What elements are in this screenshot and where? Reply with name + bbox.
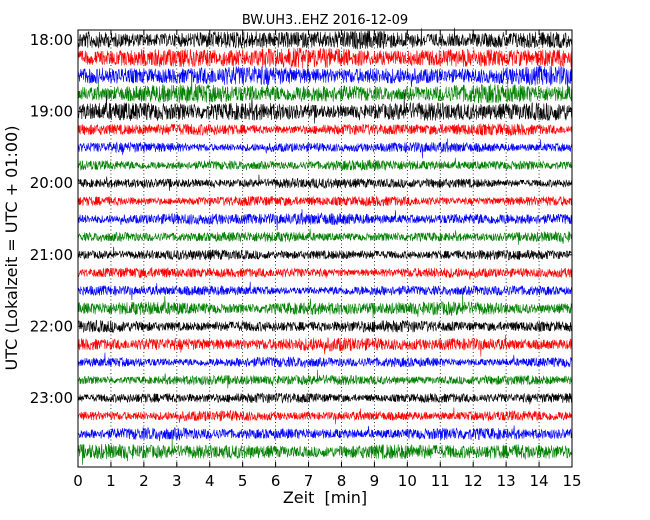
trace-2330: [77, 425, 573, 442]
trace-2145: [77, 294, 573, 319]
chart-title: BW.UH3..EHZ 2016-12-09: [242, 13, 408, 28]
trace-2130: [77, 281, 573, 300]
y-tick-label-0: 18:00: [30, 31, 73, 49]
y-tick-label-1: 19:00: [30, 103, 73, 121]
trace-2015: [77, 195, 573, 207]
trace-2315: [77, 407, 573, 425]
x-tick-label-10: 10: [398, 472, 417, 490]
trace-2030: [77, 209, 573, 231]
x-tick-label-13: 13: [497, 472, 516, 490]
trace-2045: [77, 228, 573, 245]
x-tick-label-8: 8: [337, 472, 347, 490]
trace-2230: [77, 352, 573, 368]
x-tick-label-0: 0: [73, 472, 83, 490]
x-tick-label-11: 11: [431, 472, 450, 490]
x-tick-label-14: 14: [530, 472, 549, 490]
trace-1800: [77, 27, 573, 50]
trace-1845: [77, 73, 573, 104]
trace-1830: [77, 65, 573, 96]
x-tick-label-2: 2: [139, 472, 149, 490]
x-tick-label-7: 7: [304, 472, 314, 490]
trace-2245: [77, 369, 573, 389]
trace-2000: [77, 174, 573, 191]
y-tick-label-5: 23:00: [30, 389, 73, 407]
x-tick-label-12: 12: [464, 472, 483, 490]
x-axis-ticks: 0 1 2 3 4 5 6 7 8 9 10 11 12 13 14 15: [73, 30, 582, 490]
trace-2345: [77, 438, 573, 465]
y-tick-label-4: 22:00: [30, 317, 73, 335]
trace-2215: [77, 334, 573, 357]
trace-1930: [77, 138, 573, 159]
y-axis-ticks: 18:00 19:00 20:00 21:00 22:00 23:00: [30, 31, 572, 407]
x-tick-label-9: 9: [370, 472, 380, 490]
trace-2115: [77, 267, 573, 280]
plot-frame: [77, 29, 573, 468]
x-tick-label-4: 4: [205, 472, 215, 490]
y-axis-label: UTC (Lokalzeit = UTC + 01:00): [2, 126, 21, 371]
x-tick-label-3: 3: [172, 472, 182, 490]
trace-group: [77, 27, 573, 465]
trace-1900: [77, 93, 573, 124]
x-tick-label-1: 1: [106, 472, 116, 490]
x-tick-label-6: 6: [271, 472, 281, 490]
y-tick-label-3: 21:00: [30, 246, 73, 264]
y-tick-label-2: 20:00: [30, 174, 73, 192]
trace-1945: [77, 157, 573, 172]
trace-2100: [77, 246, 573, 261]
x-axis-label: Zeit [min]: [283, 488, 367, 507]
x-tick-label-5: 5: [238, 472, 248, 490]
trace-1815: [77, 47, 573, 69]
x-tick-label-15: 15: [562, 472, 581, 490]
trace-2300: [77, 392, 573, 405]
trace-2200: [77, 319, 573, 334]
grid-lines: [110, 30, 540, 467]
trace-1915: [77, 123, 573, 137]
